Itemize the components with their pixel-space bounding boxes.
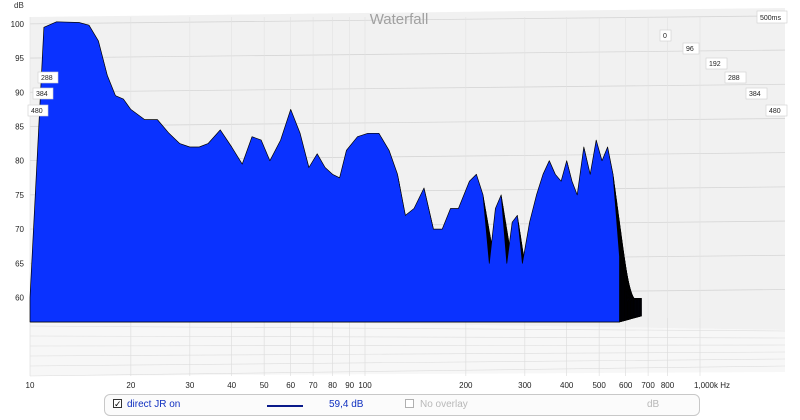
chart-title: Waterfall xyxy=(370,11,429,28)
time-window-label: 500ms xyxy=(760,15,782,22)
x-tick-label: 100 xyxy=(358,381,372,390)
time-tick-label: 480 xyxy=(769,108,781,115)
time-window-box xyxy=(756,10,788,24)
unit-label: dB xyxy=(647,399,660,410)
x-tick-label: 30 xyxy=(185,381,194,390)
x-tick-label: 200 xyxy=(459,381,473,390)
y-tick-label: 75 xyxy=(15,191,24,200)
x-tick-label: 500 xyxy=(592,381,606,390)
waterfall-chart: 10 20 30 40 50 60 70 80 90 100 200 300 400 500 600 700 8… xyxy=(11,1,788,390)
waterfall-slice xyxy=(29,21,620,323)
x-tick-label: 50 xyxy=(260,381,269,390)
grid-line-horizontal xyxy=(29,83,786,93)
grid-line-floor-depth xyxy=(29,344,786,347)
grid-line-floor-depth xyxy=(29,335,786,339)
overlay-label: No overlay xyxy=(420,399,468,410)
series-value: 59,4 dB xyxy=(329,399,364,410)
y-tick-label: 70 xyxy=(15,225,24,234)
x-tick-label: 90 xyxy=(345,381,354,390)
x-tick-label: 40 xyxy=(227,381,236,390)
series-line-swatch xyxy=(267,405,303,407)
time-tick-box xyxy=(37,71,59,84)
x-tick-label: 10 xyxy=(26,381,35,390)
grid-line-horizontal xyxy=(29,49,786,59)
time-tick-box xyxy=(27,104,49,117)
x-tick-label: 300 xyxy=(518,381,532,390)
y-tick-label: 60 xyxy=(15,293,24,302)
time-tick-label: 384 xyxy=(36,91,48,98)
grid-line-floor-depth xyxy=(29,351,786,357)
y-axis-unit-label: dB xyxy=(14,1,24,10)
grid-line-horizontal xyxy=(29,15,786,25)
x-tick-label: 60 xyxy=(286,381,295,390)
grid-line-floor-depth xyxy=(29,358,786,367)
time-tick-label: 96 xyxy=(686,46,694,53)
time-tick-label: 0 xyxy=(663,33,667,40)
time-tick-box xyxy=(682,42,700,55)
series-checkbox[interactable]: ✓ xyxy=(113,399,122,409)
time-tick-box xyxy=(32,87,54,100)
time-tick-label: 480 xyxy=(31,108,43,115)
y-tick-label: 90 xyxy=(15,88,24,97)
grid-line-floor-depth xyxy=(29,365,786,377)
y-tick-label: 85 xyxy=(15,122,24,131)
x-tick-label: 80 xyxy=(328,381,337,390)
x-tick-label: 600 xyxy=(619,381,633,390)
x-tick-label: 1,000k Hz xyxy=(694,381,730,390)
x-tick-label: 400 xyxy=(560,381,574,390)
y-tick-label: 100 xyxy=(11,20,25,29)
series-label: direct JR on xyxy=(127,399,181,410)
time-tick-label: 192 xyxy=(709,61,721,68)
overlay-checkbox[interactable] xyxy=(405,399,414,408)
floor xyxy=(30,318,785,376)
y-tick-label: 80 xyxy=(15,157,24,166)
y-tick-label: 65 xyxy=(15,259,24,268)
time-tick-box xyxy=(724,71,747,84)
x-tick-label: 70 xyxy=(309,381,318,390)
x-tick-label: 800 xyxy=(661,381,675,390)
time-tick-box xyxy=(659,29,672,42)
time-tick-label: 384 xyxy=(749,91,761,98)
waterfall-slices xyxy=(29,21,642,323)
time-tick-label: 288 xyxy=(41,75,53,82)
grid-line-floor-depth xyxy=(29,325,786,332)
time-tick-label: 288 xyxy=(728,75,740,82)
time-tick-box xyxy=(765,104,788,117)
legend-bar: ✓ direct JR on 59,4 dB No overlay dB xyxy=(104,394,700,416)
x-tick-label: 20 xyxy=(126,381,135,390)
time-tick-box xyxy=(745,87,768,100)
time-tick-box xyxy=(705,57,728,70)
x-tick-label: 700 xyxy=(641,381,655,390)
chart-labels: 10 20 30 40 50 60 70 80 90 100 200 300 400 500 600 700 8… xyxy=(11,10,788,390)
y-tick-label: 95 xyxy=(15,54,24,63)
